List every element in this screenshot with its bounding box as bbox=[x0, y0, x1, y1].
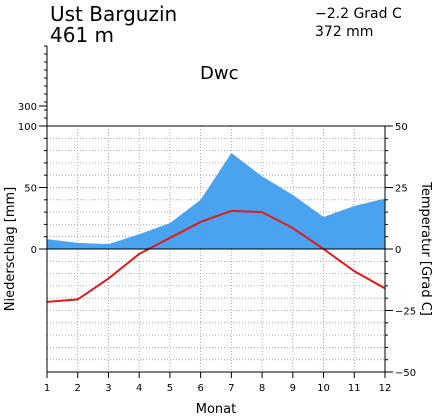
x-tick-label: 6 bbox=[197, 383, 203, 394]
station-name: Ust Barguzin bbox=[50, 2, 177, 26]
x-tick-label: 12 bbox=[379, 383, 392, 394]
climate-class: Dwc bbox=[200, 63, 238, 84]
temperature-line bbox=[46, 209, 386, 303]
y-axis-label-left: Niederschlag [mm] bbox=[3, 187, 18, 312]
x-tick-label: 7 bbox=[228, 383, 234, 394]
temp-tick-label: 50 bbox=[395, 122, 408, 133]
station-elevation: 461 m bbox=[50, 23, 114, 47]
x-tick-label: 4 bbox=[136, 383, 142, 394]
precip-tick-label: 50 bbox=[24, 184, 37, 195]
temp-tick-label: 25 bbox=[395, 184, 408, 195]
x-tick-label: 3 bbox=[105, 383, 111, 394]
temp-tick-label: −25 bbox=[395, 307, 416, 318]
x-axis-label: Monat bbox=[196, 402, 236, 416]
x-tick-label: 11 bbox=[348, 383, 361, 394]
temp-tick-label: 0 bbox=[395, 245, 401, 256]
precip-tick-label: 300 bbox=[18, 102, 37, 113]
annual-temperature: −2.2 Grad C bbox=[315, 6, 402, 22]
x-tick-label: 10 bbox=[317, 383, 330, 394]
x-tick-label: 2 bbox=[75, 383, 81, 394]
precipitation-area-layer bbox=[46, 152, 386, 249]
precip-tick-label: 0 bbox=[31, 245, 37, 256]
temp-tick-label: −50 bbox=[395, 368, 416, 379]
x-tick-label: 9 bbox=[290, 383, 296, 394]
x-tick-label: 8 bbox=[259, 383, 265, 394]
precipitation-area bbox=[47, 153, 385, 249]
x-tick-label: 5 bbox=[167, 383, 173, 394]
annual-precipitation: 372 mm bbox=[315, 24, 373, 40]
y-axis-label-right: Temperatur [Grad C] bbox=[418, 181, 433, 316]
x-tick-label: 1 bbox=[44, 383, 50, 394]
precip-tick-label: 100 bbox=[18, 122, 37, 133]
